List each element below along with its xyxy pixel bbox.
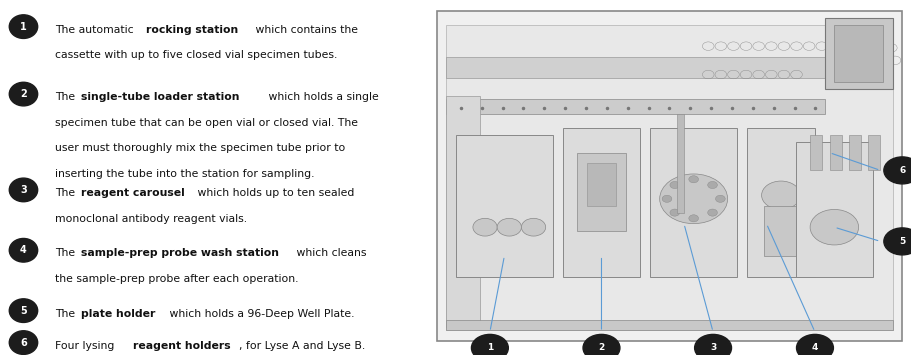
Circle shape (496, 218, 521, 236)
Bar (829, 135, 841, 170)
Text: specimen tube that can be open vial or closed vial. The: specimen tube that can be open vial or c… (56, 118, 358, 128)
Text: 6: 6 (898, 166, 905, 175)
Circle shape (694, 334, 731, 355)
Bar (445, 99, 824, 114)
Bar (445, 320, 892, 330)
Text: 5: 5 (898, 237, 905, 246)
Circle shape (883, 228, 911, 255)
Text: plate holder: plate holder (81, 309, 156, 319)
Bar (445, 96, 480, 327)
Text: cassette with up to five closed vial specimen tubes.: cassette with up to five closed vial spe… (56, 50, 337, 60)
Circle shape (670, 209, 679, 216)
Bar (834, 25, 882, 82)
Bar (577, 153, 625, 231)
Text: 1: 1 (486, 343, 493, 353)
Text: 6: 6 (20, 338, 26, 348)
Text: 3: 3 (709, 343, 715, 353)
Text: Four lysing: Four lysing (56, 341, 118, 351)
Text: reagent holders: reagent holders (133, 341, 230, 351)
Text: 4: 4 (811, 343, 817, 353)
Text: user must thoroughly mix the specimen tube prior to: user must thoroughly mix the specimen tu… (56, 143, 345, 153)
Bar (763, 206, 797, 256)
Text: The automatic: The automatic (56, 25, 138, 35)
Text: which holds a 96-Deep Well Plate.: which holds a 96-Deep Well Plate. (166, 309, 354, 319)
Circle shape (9, 239, 37, 262)
Text: monoclonal antibody reagent vials.: monoclonal antibody reagent vials. (56, 214, 248, 224)
Text: reagent carousel: reagent carousel (81, 188, 185, 198)
Text: The: The (56, 188, 79, 198)
Circle shape (761, 181, 800, 209)
Circle shape (688, 176, 698, 183)
Circle shape (809, 209, 857, 245)
Text: the sample-prep probe after each operation.: the sample-prep probe after each operati… (56, 274, 299, 284)
Circle shape (883, 157, 911, 184)
Circle shape (521, 218, 545, 236)
FancyBboxPatch shape (650, 128, 736, 277)
Text: 2: 2 (20, 89, 26, 99)
Text: which holds a single: which holds a single (264, 92, 378, 102)
Text: The: The (56, 309, 79, 319)
FancyBboxPatch shape (794, 142, 872, 277)
Circle shape (715, 195, 724, 202)
Circle shape (473, 218, 496, 236)
FancyBboxPatch shape (746, 128, 814, 277)
FancyBboxPatch shape (562, 128, 640, 277)
Circle shape (9, 331, 37, 354)
Text: 4: 4 (20, 245, 26, 255)
Circle shape (9, 15, 37, 38)
Text: sample-prep probe wash station: sample-prep probe wash station (81, 248, 279, 258)
Circle shape (9, 178, 37, 202)
Circle shape (670, 181, 679, 189)
Bar (445, 57, 892, 78)
Text: 5: 5 (20, 306, 26, 316)
Text: The: The (56, 92, 79, 102)
Text: 2: 2 (598, 343, 604, 353)
FancyBboxPatch shape (824, 18, 892, 89)
Bar (848, 135, 860, 170)
Circle shape (9, 82, 37, 106)
Text: single-tube loader station: single-tube loader station (81, 92, 240, 102)
Text: , for Lyse A and Lyse B.: , for Lyse A and Lyse B. (239, 341, 365, 351)
Text: which contains the: which contains the (251, 25, 358, 35)
Circle shape (471, 334, 507, 355)
Text: which holds up to ten sealed: which holds up to ten sealed (194, 188, 354, 198)
Circle shape (688, 215, 698, 222)
Circle shape (707, 209, 717, 216)
Circle shape (707, 181, 717, 189)
Text: 3: 3 (20, 185, 26, 195)
Text: which cleans: which cleans (292, 248, 366, 258)
Bar (587, 163, 615, 206)
Circle shape (661, 195, 671, 202)
FancyBboxPatch shape (445, 25, 892, 330)
FancyBboxPatch shape (436, 11, 901, 341)
Circle shape (795, 334, 833, 355)
Circle shape (582, 334, 619, 355)
FancyBboxPatch shape (456, 135, 552, 277)
Text: rocking station: rocking station (147, 25, 239, 35)
Bar (809, 135, 822, 170)
Text: inserting the tube into the station for sampling.: inserting the tube into the station for … (56, 169, 314, 179)
Circle shape (9, 299, 37, 322)
Text: 1: 1 (20, 22, 26, 32)
Bar (867, 135, 879, 170)
Circle shape (659, 174, 727, 224)
Bar (676, 114, 683, 213)
Text: The: The (56, 248, 79, 258)
